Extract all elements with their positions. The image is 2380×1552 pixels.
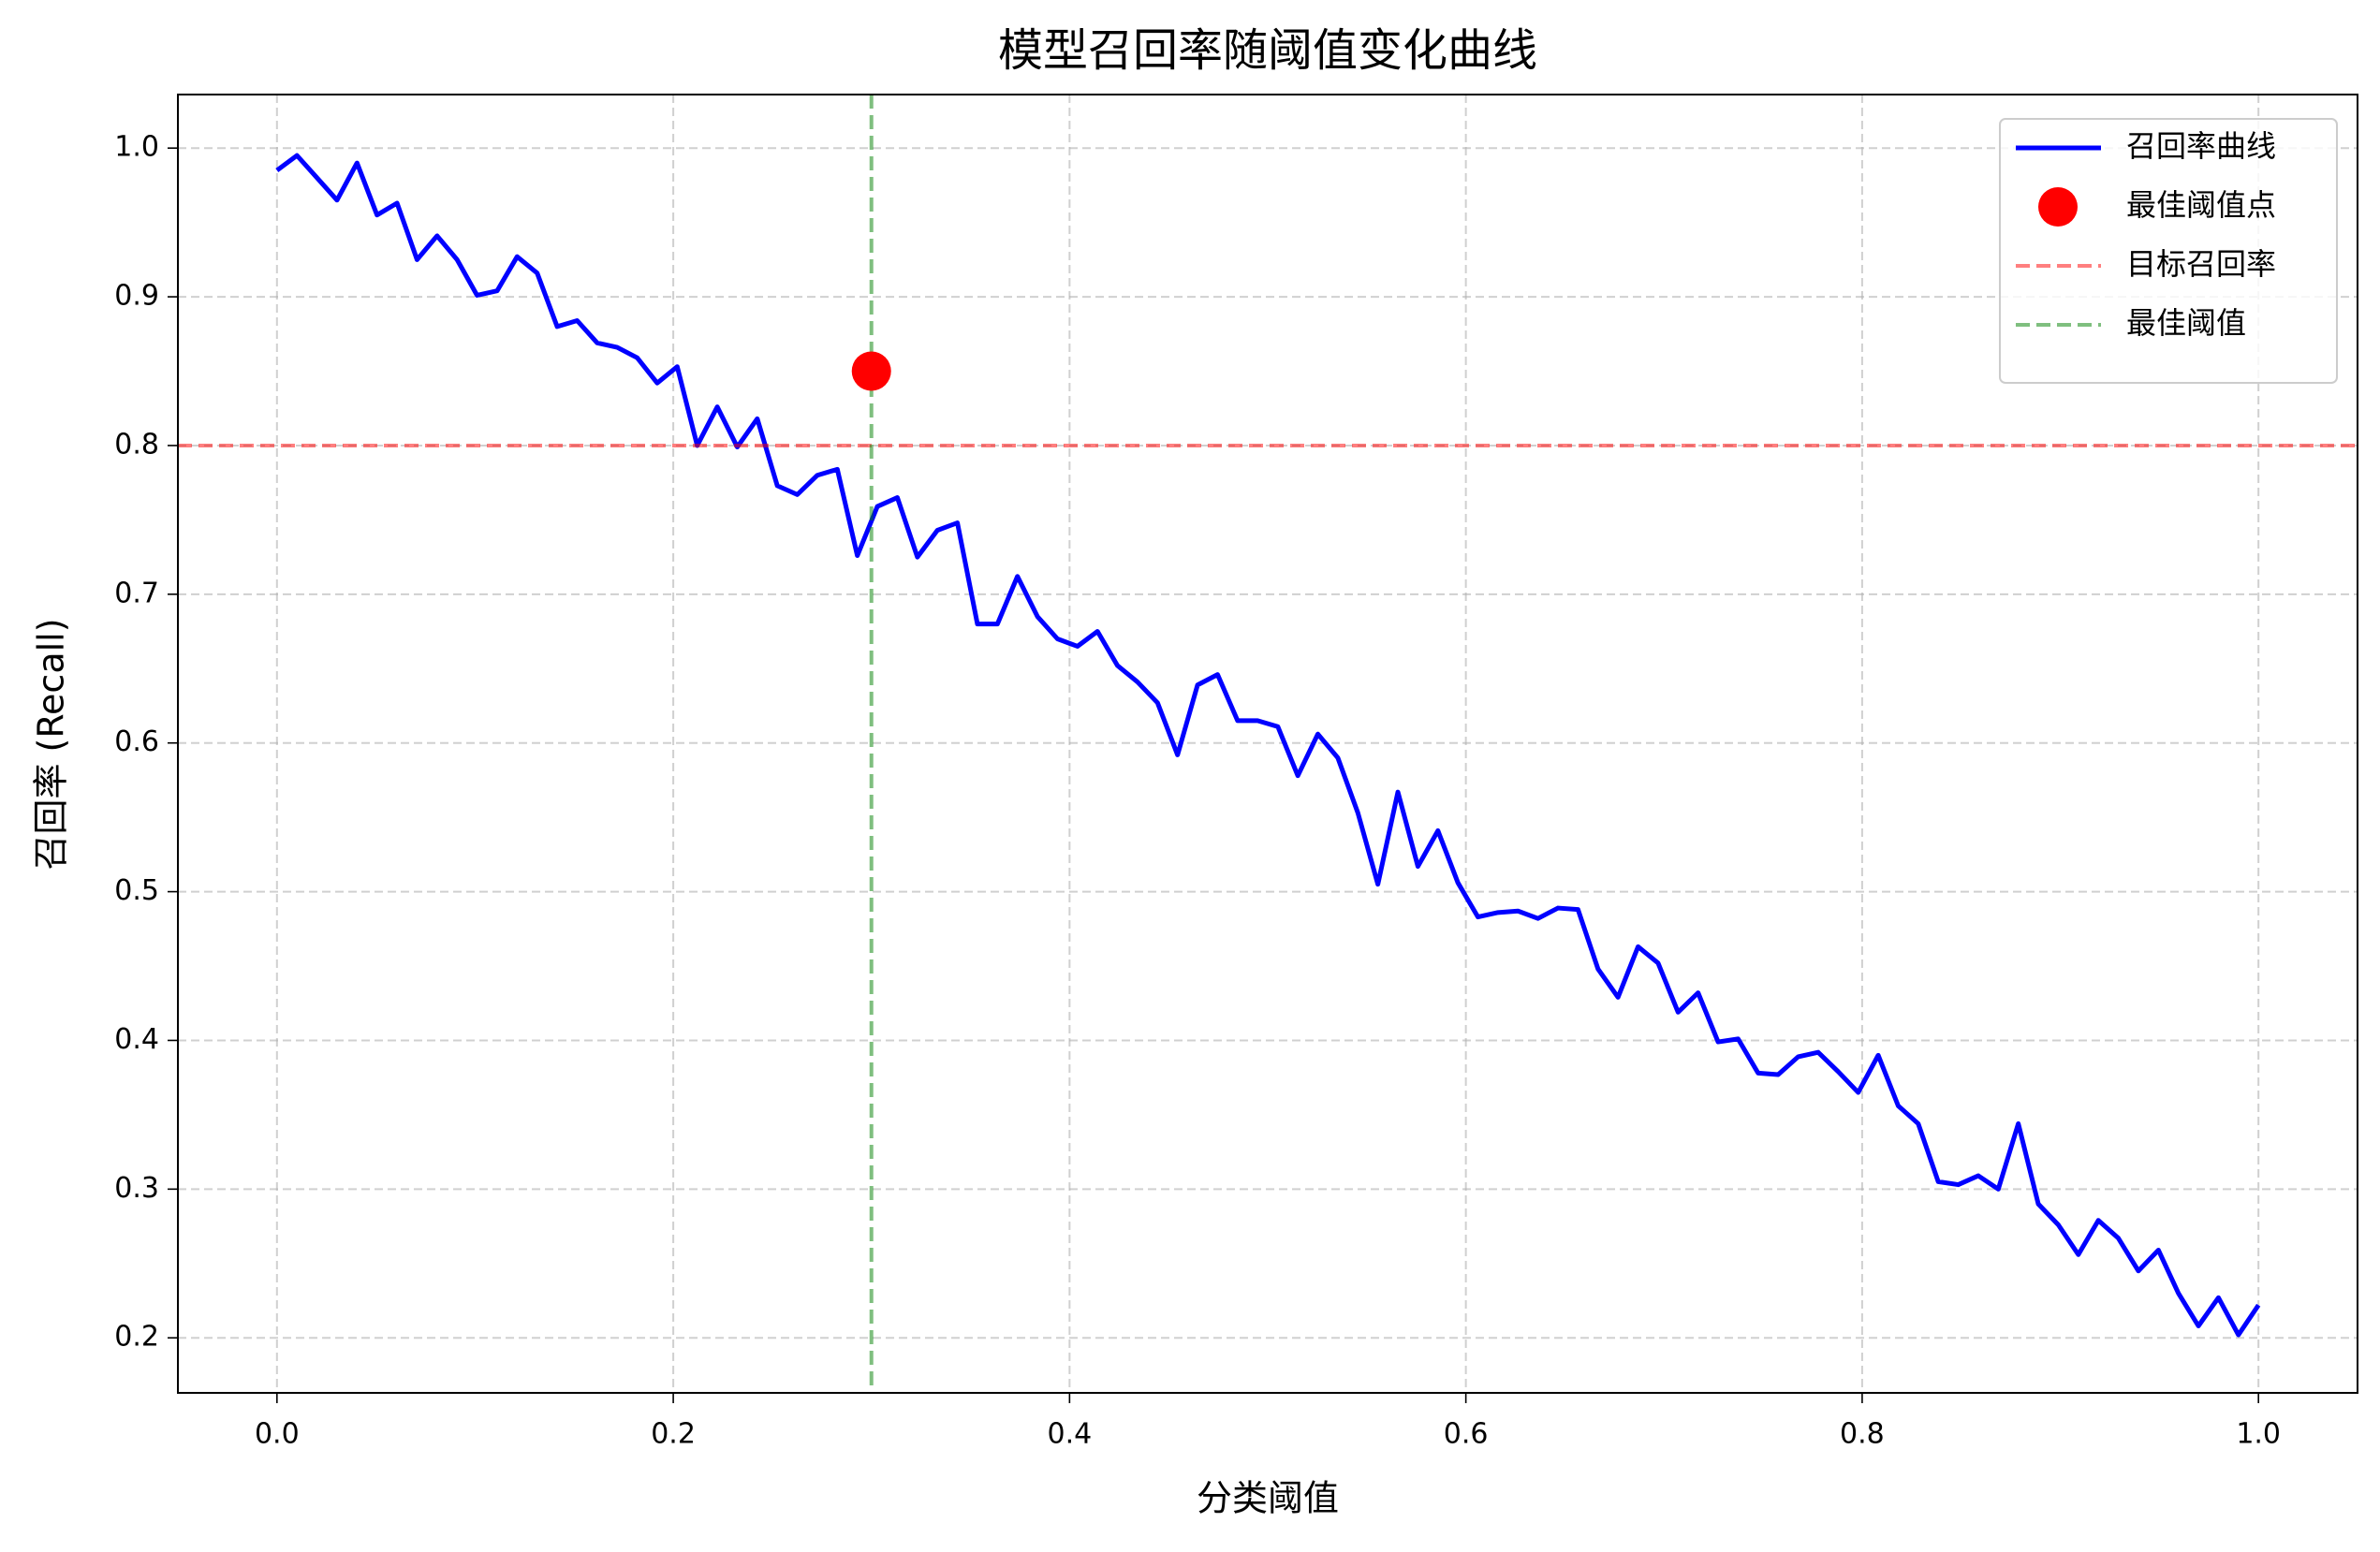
legend-label: 目标召回率 xyxy=(2126,246,2276,282)
legend-box xyxy=(1999,118,2338,384)
x-tick-label: 0.6 xyxy=(1444,1418,1489,1451)
legend-label: 召回率曲线 xyxy=(2126,128,2276,164)
legend-label: 最佳阈值 xyxy=(2126,305,2246,341)
y-tick-label: 0.4 xyxy=(114,1023,159,1056)
best-point xyxy=(851,351,891,391)
x-tick-label: 0.2 xyxy=(651,1418,696,1451)
y-tick-label: 0.3 xyxy=(114,1172,159,1205)
x-tick-label: 0.0 xyxy=(255,1418,300,1451)
y-tick-label: 0.8 xyxy=(114,428,159,461)
y-tick-label: 0.9 xyxy=(114,280,159,313)
legend-label: 最佳阈值点 xyxy=(2126,187,2276,223)
plot-frame xyxy=(177,94,2358,1394)
y-axis-label: 召回率 (Recall) xyxy=(31,618,72,870)
y-tick-label: 0.5 xyxy=(114,874,159,907)
x-axis-label: 分类阈值 xyxy=(1197,1478,1339,1519)
y-tick-label: 1.0 xyxy=(114,131,159,164)
y-tick-label: 0.2 xyxy=(114,1321,159,1354)
x-tick-label: 0.8 xyxy=(1840,1418,1885,1451)
x-tick-label: 0.4 xyxy=(1048,1418,1093,1451)
y-tick-label: 0.6 xyxy=(114,725,159,758)
legend-marker xyxy=(2038,187,2078,227)
y-tick-label: 0.7 xyxy=(114,577,159,609)
x-tick-label: 1.0 xyxy=(2236,1418,2281,1451)
plot-area xyxy=(178,95,2358,1393)
recall-line xyxy=(275,153,2261,1338)
chart-title: 模型召回率随阈值变化曲线 xyxy=(998,24,1537,77)
